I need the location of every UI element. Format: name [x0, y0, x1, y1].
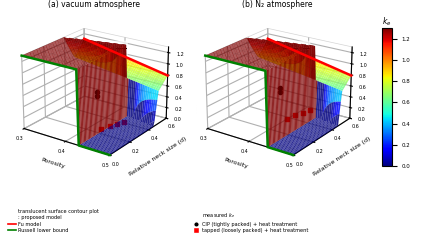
Text: $u=\frac{k_P}{k_s}=\frac{0.001}{1.31}\approx\frac{1}{1300}$: $u=\frac{k_P}{k_s}=\frac{0.001}{1.31}\ap…: [77, 42, 127, 55]
Title: (b) N₂ atmosphere: (b) N₂ atmosphere: [242, 0, 312, 9]
Title: $k_e$: $k_e$: [381, 15, 391, 28]
Text: $u=\frac{k_P}{k_s}=\frac{0.0261}{1.31}\approx\frac{1}{50}$: $u=\frac{k_P}{k_s}=\frac{0.0261}{1.31}\a…: [261, 42, 308, 55]
Y-axis label: Relative neck size (d): Relative neck size (d): [128, 137, 187, 177]
Y-axis label: Relative neck size (d): Relative neck size (d): [311, 137, 371, 177]
X-axis label: Porosity: Porosity: [223, 157, 248, 169]
Legend: translucent surface contour plot, : proposed model, Fu model, Russell lower boun: translucent surface contour plot, : prop…: [7, 208, 101, 234]
Title: (a) vacuum atmosphere: (a) vacuum atmosphere: [48, 0, 140, 9]
X-axis label: Porosity: Porosity: [40, 157, 65, 169]
Legend: measured $k_e$, CIP (tightly packed) + heat treatment, tapped (loosely packed) +: measured $k_e$, CIP (tightly packed) + h…: [190, 210, 309, 234]
